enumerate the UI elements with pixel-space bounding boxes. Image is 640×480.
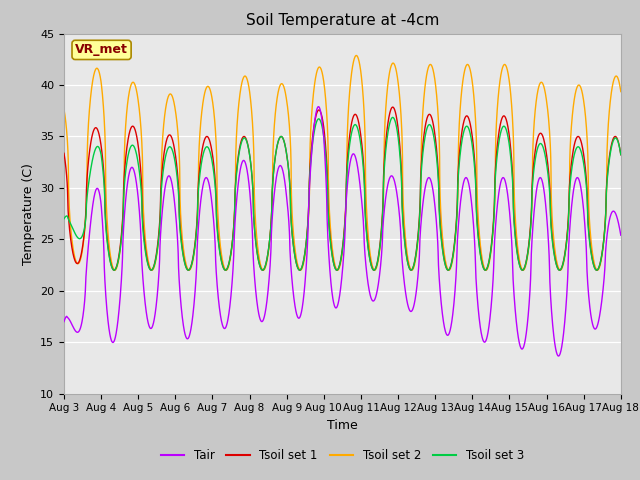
- Legend: Tair, Tsoil set 1, Tsoil set 2, Tsoil set 3: Tair, Tsoil set 1, Tsoil set 2, Tsoil se…: [156, 444, 529, 467]
- Text: VR_met: VR_met: [75, 43, 128, 56]
- Title: Soil Temperature at -4cm: Soil Temperature at -4cm: [246, 13, 439, 28]
- Y-axis label: Temperature (C): Temperature (C): [22, 163, 35, 264]
- X-axis label: Time: Time: [327, 419, 358, 432]
